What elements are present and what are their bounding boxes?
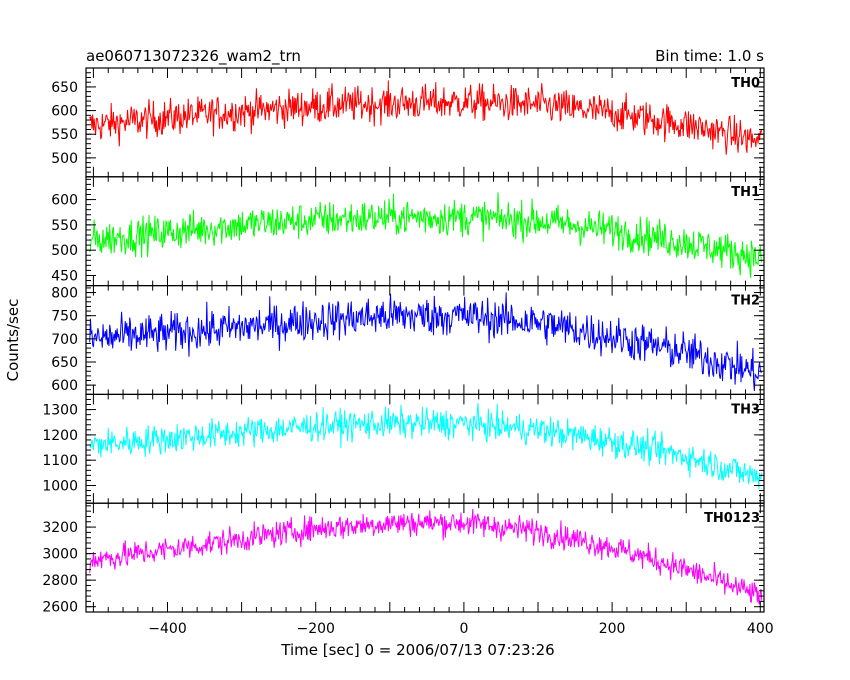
y-tick-label: 450	[51, 268, 78, 284]
series-th2	[89, 292, 762, 392]
panel-th1: 450 500 550 600 TH1	[51, 176, 765, 287]
panel-label: TH2	[731, 294, 760, 309]
panel-frame	[85, 502, 765, 613]
chart-title: ae060713072326_wam2_trn	[86, 47, 301, 66]
y-tick-label: 1200	[42, 428, 78, 444]
panel-label: TH0	[731, 76, 760, 91]
x-axis-label: Time [sec] 0 = 2006/07/13 07:23:26	[280, 641, 554, 659]
y-tick-label: 600	[51, 193, 78, 209]
series-th1	[89, 192, 763, 279]
y-tick-label: 3200	[42, 520, 78, 536]
x-tick-label: 200	[599, 621, 626, 637]
y-tick-label: 500	[51, 243, 78, 259]
panel-frame	[85, 285, 765, 396]
panel-label: TH3	[731, 402, 760, 417]
x-tick-label: 0	[459, 621, 468, 637]
series-th0	[89, 80, 763, 155]
panel-th0123: 2600 2800 3000 3200 TH0123	[42, 502, 765, 616]
y-tick-label: 650	[51, 355, 78, 371]
panel-label: TH0123	[704, 511, 760, 526]
y-tick-label: 650	[51, 80, 78, 96]
x-axis: −400 −200 0 200 400	[148, 621, 773, 637]
y-tick-label: 550	[51, 127, 78, 143]
series-th0123	[89, 508, 763, 605]
panel-th2: 600 650 700 750 800 TH2	[51, 285, 765, 396]
y-tick-label: 800	[51, 286, 78, 302]
y-tick-label: 1100	[42, 453, 78, 469]
y-tick-label: 600	[51, 378, 78, 394]
bin-time-label: Bin time: 1.0 s	[655, 47, 764, 65]
y-tick-label: 1300	[42, 403, 78, 419]
y-tick-label: 2800	[42, 573, 78, 589]
x-tick-label: −400	[148, 621, 186, 637]
y-tick-label: 750	[51, 309, 78, 325]
y-tick-label: 1000	[42, 478, 78, 494]
series-th3	[89, 403, 763, 490]
y-tick-label: 2600	[42, 600, 78, 616]
x-tick-label: −200	[296, 621, 334, 637]
panel-th0: 500 550 600 650 TH0	[51, 67, 765, 178]
y-axis-label: Counts/sec	[4, 299, 22, 382]
y-tick-label: 3000	[42, 547, 78, 563]
panel-th3: 1000 1100 1200 1300 TH3	[42, 393, 765, 504]
y-tick-label: 700	[51, 332, 78, 348]
y-tick-label: 500	[51, 151, 78, 167]
y-tick-label: 550	[51, 218, 78, 234]
x-tick-label: 400	[747, 621, 774, 637]
panels: 500 550 600 650 TH0 450 500 550 600 TH1 600 650 700 7…	[42, 67, 765, 616]
panel-label: TH1	[731, 185, 760, 200]
y-tick-label: 600	[51, 104, 78, 120]
panel-frame	[85, 393, 765, 504]
